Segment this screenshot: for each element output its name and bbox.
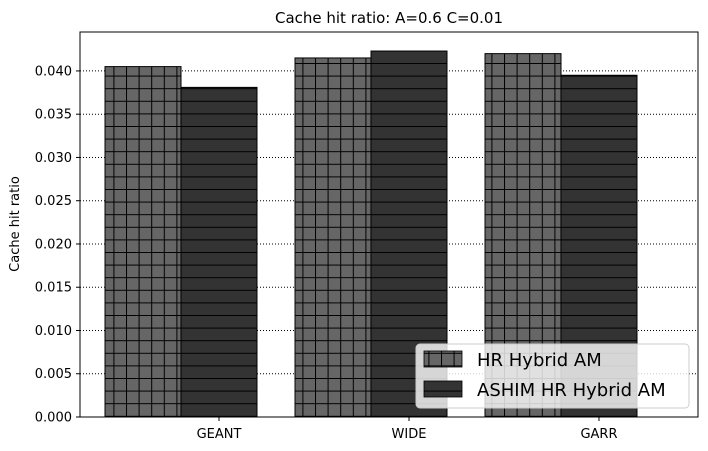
y-tick-label: 0.030 (35, 151, 72, 166)
y-tick-label: 0.010 (35, 324, 72, 339)
legend-swatch-hr-hybrid-am (423, 350, 463, 368)
y-tick-label: 0.040 (35, 64, 72, 79)
bar-hr-hybrid-am-geant (104, 66, 182, 417)
y-tick-label: 0.015 (35, 281, 72, 296)
y-tick-label: 0.020 (35, 237, 72, 252)
y-tick-label: 0.000 (35, 411, 72, 426)
x-axis: GEANT WIDE GARR (197, 417, 618, 442)
legend: HR Hybrid AM ASHIM HR Hybrid AM (415, 343, 690, 409)
bar-hr-hybrid-am-wide (294, 57, 372, 417)
plot-frame (79, 31, 699, 418)
legend-label-ashim-hr-hybrid-am: ASHIM HR Hybrid AM (477, 380, 666, 401)
y-tick-label: 0.035 (35, 108, 72, 123)
y-axis: 0.000 0.005 0.010 0.015 0.020 0.025 0.030 0.035… (35, 64, 80, 426)
x-tick-label: GEANT (197, 427, 242, 442)
x-tick-label: GARR (580, 427, 617, 442)
bar-ashim-hr-hybrid-am-geant (180, 86, 258, 417)
y-tick-label: 0.005 (35, 367, 72, 382)
legend-label-hr-hybrid-am: HR Hybrid AM (477, 350, 602, 371)
y-axis-label: Cache hit ratio (8, 176, 23, 272)
y-tick-label: 0.025 (35, 194, 72, 209)
legend-swatch-ashim-hr-hybrid-am (423, 380, 463, 398)
x-tick-label: WIDE (392, 427, 427, 442)
legend-box (415, 343, 690, 409)
chart-title: Cache hit ratio: A=0.6 C=0.01 (275, 9, 503, 27)
